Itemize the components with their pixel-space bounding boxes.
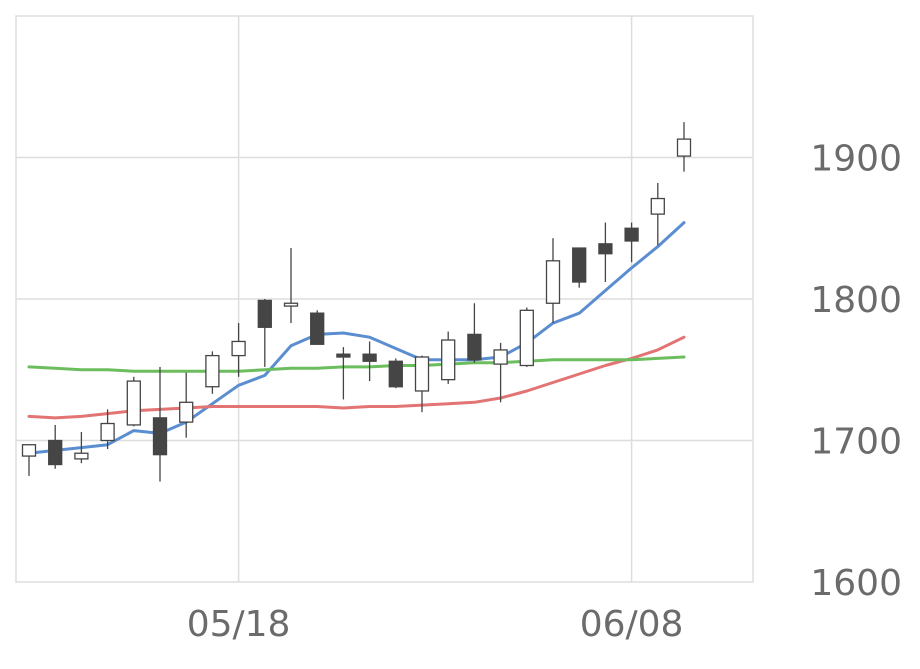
y-axis-labels: 1600 1700 1800 1900	[810, 139, 902, 605]
candle-19	[493, 342, 508, 403]
candle-body	[283, 302, 299, 307]
candle-body	[205, 354, 220, 388]
candle-body	[100, 422, 115, 442]
candle-body	[21, 444, 37, 457]
candle-17	[441, 331, 456, 384]
candle-14	[362, 341, 377, 382]
candle-body	[179, 401, 194, 423]
candle-18	[467, 303, 482, 363]
candle-15	[388, 358, 403, 389]
candle-10	[257, 299, 272, 367]
candle-26	[676, 122, 692, 172]
candle-20	[519, 307, 534, 367]
y-tick-label-1800: 1800	[810, 280, 902, 321]
candle-21	[545, 238, 561, 324]
candle-7	[179, 372, 194, 438]
candle-3	[74, 432, 89, 464]
candle-1	[21, 444, 37, 476]
candle-6	[152, 366, 168, 482]
candle-body	[362, 353, 377, 362]
candle-body	[467, 333, 482, 361]
y-tick-label-1600: 1600	[810, 563, 902, 604]
y-tick-label-1700: 1700	[810, 422, 902, 463]
candle-body	[676, 138, 692, 157]
candle-16	[414, 355, 430, 413]
candle-25	[650, 182, 665, 246]
candles	[21, 122, 692, 482]
candle-body	[414, 356, 430, 392]
x-tick-label-06-08: 06/08	[580, 604, 684, 645]
candle-body	[624, 227, 639, 242]
candle-13	[336, 347, 351, 400]
candle-9	[231, 323, 246, 377]
candle-body	[598, 243, 613, 255]
candle-body	[48, 439, 63, 466]
candle-body	[441, 339, 456, 381]
candle-body	[545, 260, 561, 304]
candle-5	[126, 376, 141, 427]
grid-lines	[16, 16, 753, 582]
candle-24	[624, 222, 639, 263]
candle-11	[283, 248, 299, 324]
candle-body	[74, 452, 89, 460]
candle-body	[388, 360, 403, 388]
candle-body	[257, 299, 272, 328]
x-axis-labels: 05/18 06/08	[187, 604, 684, 645]
candle-23	[598, 222, 613, 283]
candle-body	[519, 309, 534, 367]
candle-body	[493, 349, 508, 365]
candle-body	[650, 197, 665, 215]
candle-body	[310, 312, 325, 345]
candle-body	[126, 380, 141, 426]
line-ma_short	[27, 221, 686, 455]
candle-2	[48, 424, 63, 469]
candle-body	[336, 353, 351, 358]
candle-body	[572, 247, 587, 283]
y-tick-label-1900: 1900	[810, 139, 902, 180]
candle-4	[100, 409, 115, 449]
x-tick-label-05-18: 05/18	[187, 604, 291, 645]
candle-22	[572, 247, 587, 288]
line-ma_long	[27, 355, 686, 373]
candle-body	[152, 417, 168, 456]
candle-body	[231, 340, 246, 357]
candle-8	[205, 351, 220, 394]
candle-12	[310, 310, 325, 345]
